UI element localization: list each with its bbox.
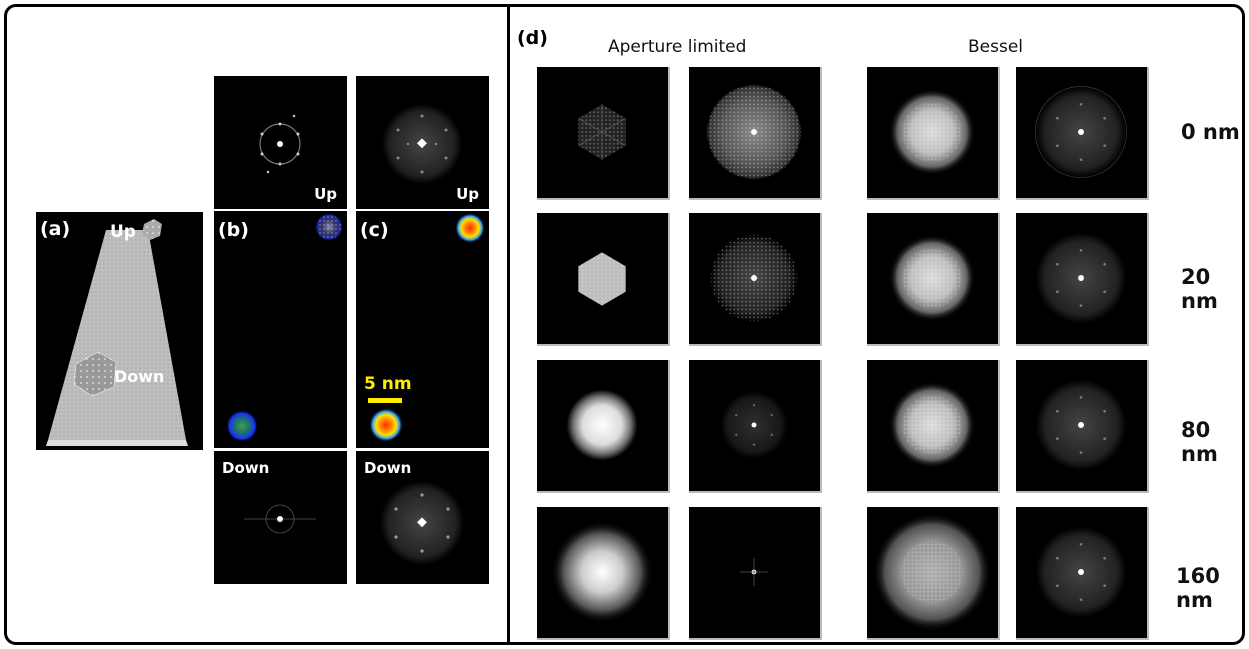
panel-b-up-diffraction: Up [214,76,347,209]
panel-a-down-label: Down [114,367,165,386]
aperture-probe-20nm [537,213,670,346]
panel-c-down-label: Down [364,459,412,477]
row-label-20nm: 20 nm [1181,265,1218,313]
aperture-fft-20nm [689,213,822,346]
bessel-fft-20nm [1016,213,1149,346]
panel-c-up-diffraction: Up [356,76,489,209]
scalebar-line [368,398,402,403]
panel-b-up-label: Up [314,185,337,203]
row-label-0nm: 0 nm [1181,120,1240,144]
bessel-fft-0nm [1016,67,1149,200]
panel-b-down-diffraction: Down [214,451,347,584]
scalebar-label: 5 nm [364,374,412,394]
aperture-probe-160nm [537,507,670,640]
panel-d-label: (d) [517,27,548,49]
panel-b-down-label: Down [222,459,270,477]
row-label-160nm: 160 nm [1176,564,1220,612]
aperture-fft-160nm [689,507,822,640]
bessel-probe-160nm [867,507,1000,640]
aperture-probe-0nm [537,67,670,200]
panel-a-image: (a) Up Down [36,212,203,450]
row-label-80nm: 80 nm [1181,418,1218,466]
panel-c-up-label: Up [456,185,479,203]
aperture-fft-80nm [689,360,822,493]
panel-c-probe-map: (c) 5 nm [356,211,489,448]
nanowire-render [46,219,188,446]
col-title-aperture: Aperture limited [608,37,747,57]
panel-divider [507,4,510,645]
col-title-bessel: Bessel [968,37,1024,57]
panel-a-label: (a) [40,218,71,240]
panel-a-up-label: Up [110,222,136,242]
panel-c-label: (c) [360,219,389,241]
bessel-probe-20nm [867,213,1000,346]
figure-frame [4,4,1245,645]
panel-c-down-diffraction: Down [356,451,489,584]
panel-b-label: (b) [218,219,249,241]
bessel-fft-160nm [1016,507,1149,640]
bessel-probe-0nm [867,67,1000,200]
panel-b-probe-map: (b) [214,211,347,448]
aperture-probe-80nm [537,360,670,493]
bessel-probe-80nm [867,360,1000,493]
aperture-fft-0nm [689,67,822,200]
bessel-fft-80nm [1016,360,1149,493]
